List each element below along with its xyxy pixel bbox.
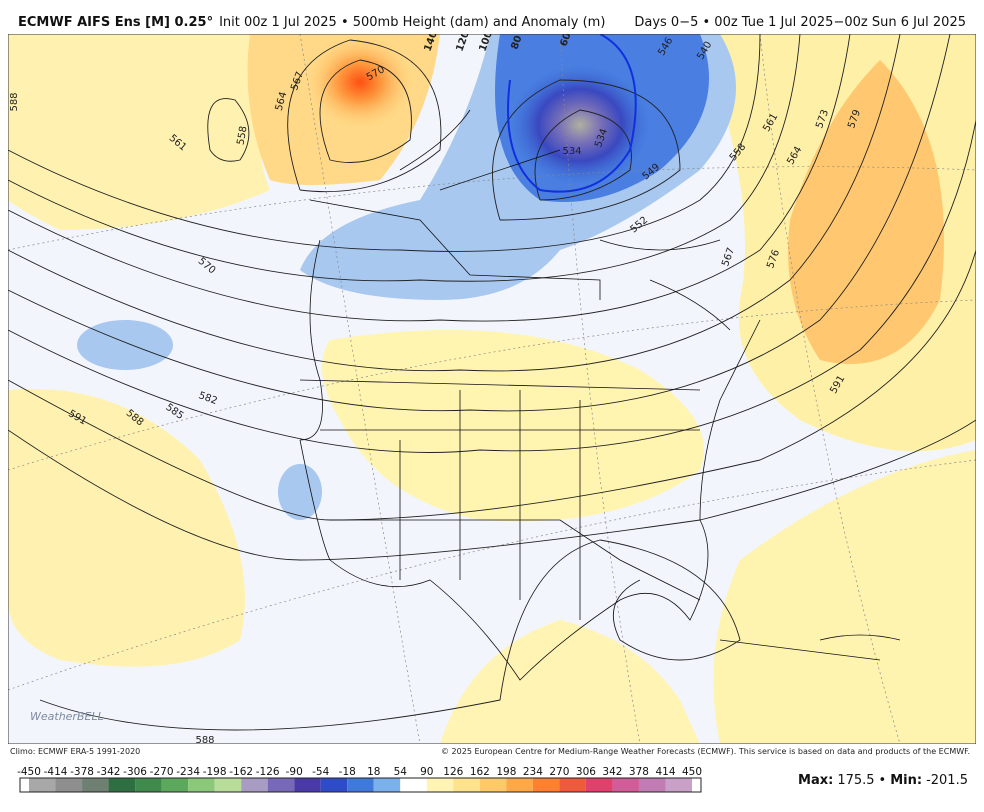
colorbar-segment — [320, 778, 348, 792]
colorbar-tick-label: 450 — [682, 766, 702, 778]
colorbar-tick-label: 162 — [470, 766, 490, 778]
colorbar-segment — [241, 778, 268, 792]
colorbar-segment — [638, 778, 666, 792]
colorbar-segment — [294, 778, 321, 792]
min-value: -201.5 — [926, 773, 968, 788]
colorbar-tick-label: 270 — [549, 766, 569, 778]
colorbar: -450 -414 -378 -342 -306 -270 -234 -198 -162 -126… — [17, 766, 702, 793]
colorbar-tick-label: -270 — [150, 766, 174, 778]
colorbar-tick-label: -90 — [286, 766, 303, 778]
colorbar-segment — [188, 778, 215, 792]
copyright: © 2025 European Centre for Medium-Range … — [441, 747, 970, 756]
colorbar-tick-label: 90 — [420, 766, 433, 778]
colorbar-tick-label: 126 — [443, 766, 463, 778]
watermark: WeatherBELL — [30, 710, 104, 723]
colorbar-segment — [585, 778, 613, 792]
max-value: 175.5 — [837, 773, 874, 788]
contour-label: 588 — [195, 735, 214, 746]
colorbar-tick-label: -234 — [176, 766, 200, 778]
colorbar-tick-label: -18 — [339, 766, 356, 778]
header-period: Days 0−5 • 00z Tue 1 Jul 2025−00z Sun 6 … — [634, 15, 966, 30]
description: Init 00z 1 Jul 2025 • 500mb Height (dam)… — [219, 15, 605, 30]
colorbar-segment — [214, 778, 242, 792]
stats: Max: 175.5 • Min: -201.5 — [798, 773, 968, 788]
colorbar-segment — [29, 778, 56, 792]
colorbar-tick-label: -198 — [203, 766, 227, 778]
header-left: ECMWF AIFS Ens [M] 0.25° Init 00z 1 Jul 2… — [18, 15, 605, 30]
colorbar-segment — [373, 778, 401, 792]
colorbar-tick-label: -162 — [229, 766, 253, 778]
colorbar-segment — [347, 778, 374, 792]
colorbar-tick-label: -378 — [70, 766, 94, 778]
colorbar-segment — [426, 778, 454, 792]
contour-label: 564 — [274, 91, 290, 112]
colorbar-tick-label: -306 — [123, 766, 147, 778]
colorbar-segment — [108, 778, 136, 792]
max-label: Max: — [798, 773, 833, 788]
colorbar-segment — [665, 778, 692, 792]
contour-label: 558 — [235, 125, 249, 146]
colorbar-segment — [55, 778, 83, 792]
model-name: ECMWF AIFS Ens [M] 0.25° — [18, 15, 213, 30]
colorbar-tick-label: -342 — [97, 766, 121, 778]
colorbar-segment — [135, 778, 162, 792]
colorbar-tick-label: 198 — [496, 766, 516, 778]
contour-label: 534 — [562, 146, 581, 157]
map: 5705675645585615705825855885915885885495… — [8, 34, 976, 746]
colorbar-tick-label: -126 — [256, 766, 280, 778]
colorbar-segment — [506, 778, 533, 792]
colorbar-segment — [161, 778, 189, 792]
colorbar-tick-label: 342 — [602, 766, 622, 778]
colorbar-tick-label: -414 — [44, 766, 68, 778]
climo-note: Climo: ECMWF ERA-5 1991-2020 — [10, 747, 140, 756]
colorbar-tick-label: 414 — [655, 766, 675, 778]
colorbar-tick-label: 306 — [576, 766, 596, 778]
contour-label: 588 — [9, 92, 20, 111]
colorbar-tick-label: 18 — [367, 766, 380, 778]
colorbar-segment — [267, 778, 295, 792]
colorbar-tick-label: -54 — [312, 766, 329, 778]
colorbar-tick-label: 378 — [629, 766, 649, 778]
colorbar-segment — [612, 778, 639, 792]
colorbar-segment — [479, 778, 507, 792]
colorbar-segment — [400, 778, 427, 792]
separator: • — [879, 773, 887, 788]
colorbar-segment — [453, 778, 480, 792]
colorbar-tick-label: 234 — [523, 766, 543, 778]
colorbar-frame — [19, 777, 702, 793]
min-label: Min: — [890, 773, 922, 788]
colorbar-segment — [532, 778, 560, 792]
colorbar-segment — [559, 778, 586, 792]
colorbar-segment — [82, 778, 109, 792]
colorbar-tick-label: -450 — [17, 766, 41, 778]
colorbar-tick-label: 54 — [394, 766, 408, 778]
